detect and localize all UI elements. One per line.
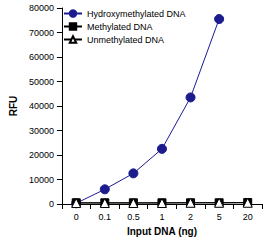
svg-text:20000: 20000 <box>29 150 54 160</box>
svg-text:30000: 30000 <box>29 126 54 136</box>
svg-text:80000: 80000 <box>29 3 54 13</box>
svg-text:0.1: 0.1 <box>99 212 112 222</box>
svg-text:5: 5 <box>217 212 222 222</box>
svg-text:20: 20 <box>243 212 253 222</box>
svg-text:Methylated DNA: Methylated DNA <box>87 22 153 32</box>
svg-text:40000: 40000 <box>29 101 54 111</box>
svg-text:Hydroxymethylated DNA: Hydroxymethylated DNA <box>87 9 186 19</box>
svg-text:RFU: RFU <box>8 96 19 117</box>
svg-text:0: 0 <box>74 212 79 222</box>
svg-text:10000: 10000 <box>29 175 54 185</box>
svg-text:Unmethylated DNA: Unmethylated DNA <box>87 35 164 45</box>
svg-text:70000: 70000 <box>29 28 54 38</box>
svg-text:0: 0 <box>49 199 54 209</box>
svg-text:Input DNA (ng): Input DNA (ng) <box>127 226 197 237</box>
svg-text:1: 1 <box>159 212 164 222</box>
svg-text:0.5: 0.5 <box>127 212 140 222</box>
svg-text:60000: 60000 <box>29 52 54 62</box>
svg-text:2: 2 <box>188 212 193 222</box>
svg-text:50000: 50000 <box>29 77 54 87</box>
